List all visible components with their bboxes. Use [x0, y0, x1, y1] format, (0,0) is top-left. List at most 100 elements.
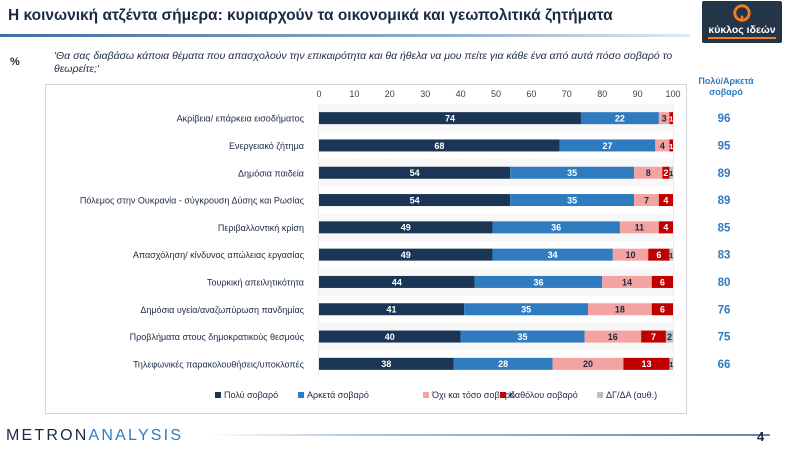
data-label: 8: [646, 168, 651, 178]
data-label: 7: [651, 332, 656, 342]
legend-label: Καθόλου σοβαρό: [509, 390, 578, 400]
category-label: Τουρκική απειλητικότητα: [207, 277, 304, 287]
percent-symbol: %: [10, 56, 20, 68]
x-tick-label: 60: [526, 89, 536, 99]
bar-segment: [619, 221, 659, 234]
x-tick-label: 30: [420, 89, 430, 99]
legend-swatch: [298, 392, 304, 398]
bar-segment: [623, 357, 670, 370]
bar-segment: [665, 330, 673, 343]
legend-swatch: [423, 392, 429, 398]
bar-segment: [319, 221, 493, 234]
category-label: Τηλεφωνικές παρακολουθήσεις/υποκλοπές: [133, 359, 305, 369]
bar-segment: [648, 248, 670, 261]
summary-value: 66: [718, 359, 731, 371]
logo-underline: [708, 37, 776, 39]
category-label: Περιβαλλοντική κρίση: [218, 223, 304, 233]
brand-metron: METRON: [6, 427, 89, 444]
bar-segment: [669, 112, 673, 125]
x-tick-label: 90: [633, 89, 643, 99]
data-label: 22: [615, 113, 625, 123]
bar-segment: [319, 166, 511, 179]
data-label: 49: [401, 223, 411, 233]
category-label: Πόλεμος στην Ουκρανία - σύγκρουση Δύσης …: [80, 196, 305, 206]
x-tick-label: 20: [385, 89, 395, 99]
data-label: 4: [663, 223, 668, 233]
data-label: 36: [551, 223, 561, 233]
category-label: Δημόσια παιδεία: [238, 168, 304, 178]
legend-swatch: [597, 392, 603, 398]
legend-label: Όχι και τόσο σοβαρό: [431, 390, 515, 400]
category-label: Ακρίβεια/ επάρκεια εισοδήματος: [177, 114, 305, 124]
data-label: 10: [626, 250, 636, 260]
bar-segment: [319, 139, 560, 152]
bar-segment: [319, 194, 511, 207]
summary-value: 83: [718, 250, 731, 262]
data-label: 6: [660, 305, 665, 315]
circle-logo-icon: [733, 4, 751, 22]
data-label: 6: [660, 277, 665, 287]
bar-segment: [655, 139, 670, 152]
data-label: 1: [669, 360, 673, 369]
bar-segment: [634, 166, 663, 179]
legend-swatch: [215, 392, 221, 398]
data-label: 36: [533, 277, 543, 287]
category-label: Δημόσια υγεία/αναζωπύρωση πανδημίας: [140, 305, 304, 315]
bar-segment: [319, 330, 461, 343]
footer-divider: [208, 434, 770, 436]
summary-header-line1: Πολύ/Αρκετά: [698, 76, 754, 86]
summary-value: 89: [718, 168, 731, 180]
data-label: 1: [669, 169, 673, 178]
summary-column-header: Πολύ/Αρκετά σοβαρό: [689, 76, 763, 98]
bar-segment: [552, 357, 624, 370]
summary-value: 85: [718, 222, 731, 234]
summary-value: 96: [718, 113, 731, 125]
data-label: 1: [669, 114, 673, 123]
data-label: 20: [583, 359, 593, 369]
x-tick-label: 0: [316, 89, 321, 99]
bar-segment: [510, 194, 635, 207]
summary-value: 76: [718, 304, 731, 316]
data-label: 35: [567, 195, 577, 205]
bar-segment: [658, 194, 673, 207]
bar-segment: [641, 330, 666, 343]
bar-segment: [319, 357, 454, 370]
data-label: 2: [667, 332, 672, 342]
data-label: 74: [445, 113, 455, 123]
bar-segment: [584, 330, 642, 343]
plot-frame: [45, 84, 687, 414]
bar-segment: [492, 248, 613, 261]
bar-segment: [669, 139, 673, 152]
data-label: 13: [641, 359, 651, 369]
data-label: 49: [401, 250, 411, 260]
data-label: 40: [385, 332, 395, 342]
brand-analysis: ANALYSIS: [88, 427, 184, 444]
metron-analysis-brand: METRONANALYSIS: [6, 427, 183, 445]
bar-segment: [474, 275, 603, 288]
bar-segment: [453, 357, 553, 370]
logo-text: κύκλος ιδεών: [708, 24, 776, 36]
legend-swatch: [500, 392, 506, 398]
data-label: 54: [410, 195, 420, 205]
bar-segment: [510, 166, 635, 179]
bar-segment: [658, 221, 673, 234]
data-label: 41: [387, 305, 397, 315]
x-tick-label: 10: [349, 89, 359, 99]
bar-segment: [464, 303, 589, 316]
data-label: 34: [548, 250, 558, 260]
legend-label: Αρκετά σοβαρό: [307, 390, 369, 400]
legend-label: ΔΓ/ΔΑ (αυθ.): [606, 390, 657, 400]
data-label: 7: [644, 195, 649, 205]
data-label: 44: [392, 277, 402, 287]
data-label: 14: [622, 277, 632, 287]
data-label: 28: [498, 359, 508, 369]
data-label: 38: [381, 359, 391, 369]
page-title: Η κοινωνική ατζέντα σήμερα: κυριαρχούν τ…: [8, 7, 613, 24]
bar-segment: [658, 112, 670, 125]
bar-segment: [602, 275, 652, 288]
bar-segment: [319, 303, 465, 316]
data-label: 2: [663, 168, 668, 178]
bar-segment: [559, 139, 656, 152]
bar-segment: [651, 275, 673, 288]
